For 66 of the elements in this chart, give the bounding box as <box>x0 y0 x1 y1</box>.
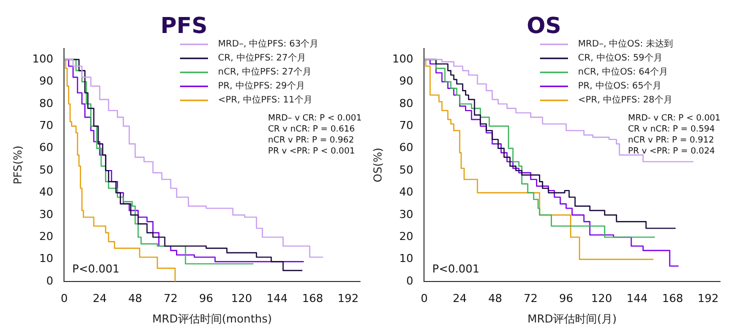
x-tick-label: 192 <box>698 292 719 306</box>
annotation: PR v <PR: P = 0.024 <box>628 146 715 157</box>
y-tick-label: 0 <box>406 274 414 288</box>
y-tick-label: 10 <box>39 252 54 266</box>
chart-title: PFS <box>160 14 208 39</box>
y-tick-label: 40 <box>39 186 54 199</box>
y-tick-label: 0 <box>46 274 54 288</box>
y-tick-label: 70 <box>39 118 54 132</box>
y-tick-label: 60 <box>39 141 54 154</box>
chart-title: OS <box>526 14 562 39</box>
legend-label: <PR, 中位PFS: 11个月 <box>218 94 312 106</box>
y-tick-label: 40 <box>399 186 414 199</box>
y-axis-title: PFS(%) <box>11 146 24 184</box>
y-tick-label: 60 <box>399 141 414 154</box>
x-tick-label: 192 <box>338 292 359 306</box>
x-tick-label: 168 <box>662 292 684 306</box>
annotation: CR v nCR: P = 0.594 <box>628 124 715 135</box>
x-tick-label: 96 <box>559 292 574 306</box>
y-tick-label: 50 <box>399 163 414 176</box>
y-tick-label: 100 <box>392 52 414 66</box>
annotation: MRD- v CR: P < 0.001 <box>628 114 720 124</box>
y-tick-label: 80 <box>399 96 414 110</box>
y-tick-label: 100 <box>32 52 54 66</box>
y-tick-label: 20 <box>399 230 414 244</box>
legend-label: CR, 中位PFS: 27个月 <box>218 52 306 64</box>
annotation: P<0.001 <box>72 262 120 276</box>
legend-label: MRD–, 中位PFS: 63个月 <box>218 38 319 50</box>
y-tick-label: 90 <box>39 74 54 88</box>
y-tick-label: 20 <box>39 230 54 244</box>
y-tick-label: 70 <box>399 118 414 132</box>
annotation: nCR v PR: P = 0.962 <box>268 136 354 146</box>
y-axis-title: OS(%) <box>371 148 384 182</box>
x-tick-label: 120 <box>231 292 252 306</box>
legend-label: MRD–, 中位OS: 未达到 <box>578 38 673 50</box>
x-tick-label: 168 <box>302 292 324 306</box>
y-tick-label: 30 <box>39 208 54 221</box>
x-tick-label: 0 <box>60 292 68 306</box>
x-tick-label: 24 <box>452 292 467 306</box>
annotation: P<0.001 <box>432 262 480 276</box>
x-tick-label: 48 <box>488 292 502 306</box>
legend-label: PR, 中位OS: 65个月 <box>578 80 662 92</box>
y-tick-label: 80 <box>39 96 54 110</box>
legend-label: CR, 中位OS: 59个月 <box>578 52 662 64</box>
y-tick-label: 10 <box>399 252 414 266</box>
legend-label: nCR, 中位OS: 64个月 <box>578 66 668 78</box>
legend-label: nCR, 中位PFS: 27个月 <box>218 66 312 78</box>
x-tick-label: 96 <box>199 292 214 306</box>
y-tick-label: 50 <box>39 163 54 176</box>
annotation: MRD– v CR: P < 0.001 <box>268 114 362 124</box>
x-tick-label: 48 <box>128 292 142 306</box>
x-tick-label: 144 <box>266 292 288 306</box>
x-tick-label: 72 <box>524 292 538 306</box>
legend-label: <PR, 中位PFS: 28个月 <box>578 94 672 106</box>
x-tick-label: 0 <box>420 292 428 306</box>
x-tick-label: 120 <box>591 292 612 306</box>
x-axis-title: MRD评估时间(月) <box>528 312 617 326</box>
annotation: PR v <PR: P < 0.001 <box>268 146 355 157</box>
x-tick-label: 72 <box>164 292 178 306</box>
y-tick-label: 90 <box>399 74 414 88</box>
annotation: CR v nCR: P = 0.616 <box>268 124 355 135</box>
x-axis-title: MRD评估时间(months) <box>152 312 272 326</box>
x-tick-label: 144 <box>626 292 648 306</box>
legend-label: PR, 中位PFS: 29个月 <box>218 80 305 92</box>
annotation: nCR v PR: P = 0.912 <box>628 136 714 146</box>
x-tick-label: 24 <box>92 292 107 306</box>
y-tick-label: 30 <box>399 208 414 221</box>
